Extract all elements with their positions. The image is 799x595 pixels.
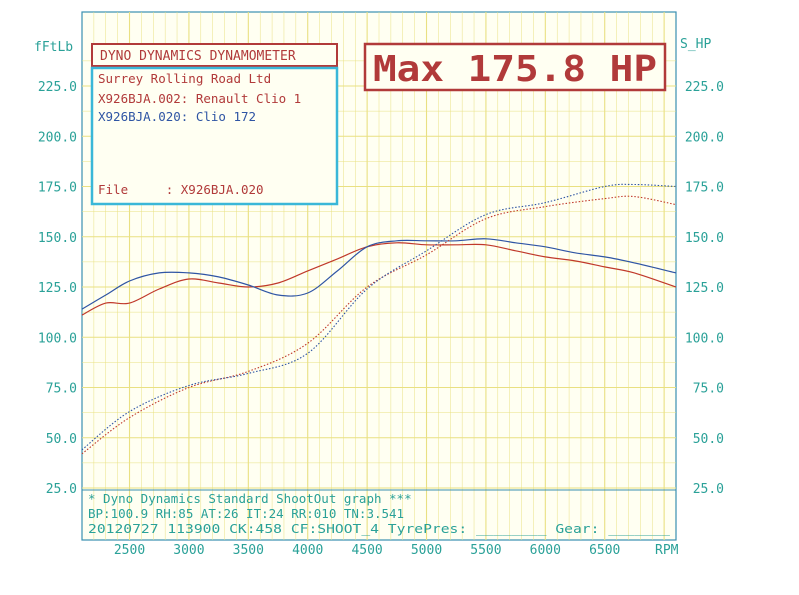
x-tick-label: 5000 <box>411 543 442 558</box>
y-tick-label-left: 200.0 <box>38 130 77 145</box>
y-tick-label-left: 25.0 <box>46 482 77 497</box>
x-tick-label: 3500 <box>233 543 264 558</box>
info-line-1: Surrey Rolling Road Ltd <box>98 71 271 86</box>
footer-line-2: BP:100.9 RH:85 AT:26 IT:24 RR:010 TN:3.5… <box>88 506 404 521</box>
x-tick-label: 2500 <box>114 543 145 558</box>
info-line-3: X926BJA.020: Clio 172 <box>98 109 256 124</box>
y-tick-label-left: 50.0 <box>46 432 77 447</box>
left-axis-label: fFtLb <box>34 40 73 55</box>
y-tick-label-right: 125.0 <box>685 281 724 296</box>
y-tick-label-right: 200.0 <box>685 130 724 145</box>
y-tick-label-right: 225.0 <box>685 80 724 95</box>
info-box: Surrey Rolling Road Ltd X926BJA.002: Ren… <box>90 66 339 206</box>
footer-line-1: * Dyno Dynamics Standard ShootOut graph … <box>88 491 412 506</box>
grid <box>82 12 676 540</box>
x-tick-label: 6000 <box>530 543 561 558</box>
max-hp-box: Max 175.8 HP <box>363 42 667 92</box>
x-tick-label: 4000 <box>292 543 323 558</box>
title-box-frame <box>91 43 338 67</box>
footer: * Dyno Dynamics Standard ShootOut graph … <box>88 491 671 536</box>
y-tick-label-left: 225.0 <box>38 80 77 95</box>
y-tick-label-right: 50.0 <box>693 432 724 447</box>
title-box: DYNO DYNAMICS DYNAMOMETER <box>91 43 338 67</box>
x-tick-label: 6500 <box>589 543 620 558</box>
y-tick-label-left: 75.0 <box>46 382 77 397</box>
series-line-2 <box>81 238 677 310</box>
info-box-frame <box>90 66 339 206</box>
max-hp-frame <box>363 42 667 92</box>
y-tick-label-left: 175.0 <box>38 181 77 196</box>
y-tick-label-right: 150.0 <box>685 231 724 246</box>
y-tick-label-right: 75.0 <box>693 382 724 397</box>
y-tick-label-left: 100.0 <box>38 331 77 346</box>
series-layer <box>81 183 677 455</box>
y-tick-label-right: 100.0 <box>685 331 724 346</box>
y-tick-label-right: 25.0 <box>693 482 724 497</box>
footer-line-3: 20120727 113900 CK:458 CF:SHOOT_4 TyrePr… <box>88 521 671 536</box>
title-box-label: DYNO DYNAMICS DYNAMOMETER <box>100 49 296 64</box>
x-unit-label: RPM <box>655 543 679 558</box>
x-tick-label: 3000 <box>173 543 204 558</box>
y-tick-label-left: 125.0 <box>38 281 77 296</box>
info-line-2: X926BJA.002: Renault Clio 1 <box>98 91 301 106</box>
right-axis-label: S_HP <box>680 37 711 52</box>
max-hp-label: Max 175.8 HP <box>373 49 657 90</box>
tick-labels: 25.0 25.0 50.0 50.0 75.0 75.0 100.0 100.0 125.0 1… <box>38 80 724 558</box>
y-tick-label-right: 175.0 <box>685 181 724 196</box>
y-tick-label-left: 150.0 <box>38 231 77 246</box>
info-file-line: File : X926BJA.020 <box>98 182 264 197</box>
x-tick-label: 4500 <box>351 543 382 558</box>
x-tick-label: 5500 <box>470 543 501 558</box>
